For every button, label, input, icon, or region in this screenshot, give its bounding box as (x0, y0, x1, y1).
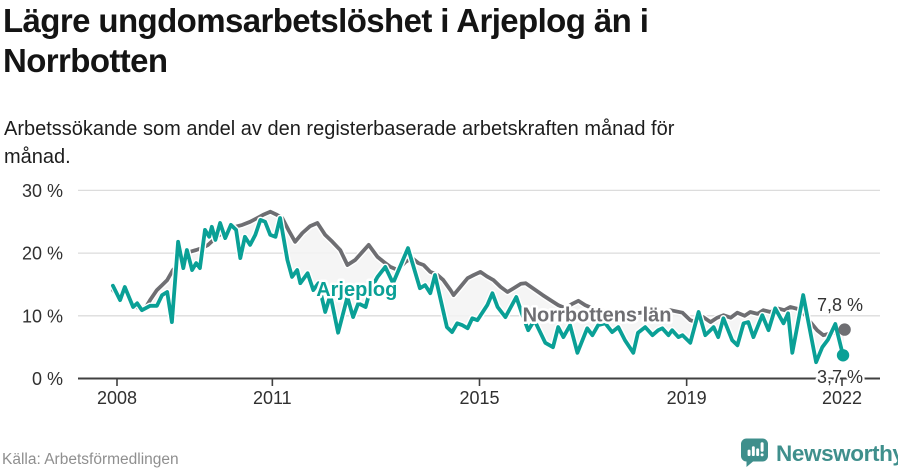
newsworthy-logo: Newsworthy (741, 438, 898, 467)
page-subtitle-line-2: månad. (4, 146, 71, 168)
unemployment-line-chart: 0 % 10 % 20 % 30 % 2008 2011 2015 2019 2022 Norrb… (22, 181, 880, 408)
newsworthy-wordmark: Newsworthy (776, 441, 898, 466)
page-subtitle: Arbetssökande som andel av den registerb… (4, 115, 674, 171)
page-subtitle-line-1: Arbetssökande som andel av den registerb… (4, 118, 675, 140)
x-tick-label-2022: 2022 (822, 388, 862, 408)
x-tick-label-2011: 2011 (253, 388, 292, 408)
arjeplog-line (111, 216, 845, 365)
source-note: Källa: Arbetsförmedlingen (2, 451, 179, 468)
page-title-line-2: Norrbotten (3, 42, 168, 79)
y-tick-label-30: 30 % (22, 181, 63, 201)
newsworthy-badge-icon (741, 438, 768, 467)
arjeplog-series-label: Arjeplog (316, 279, 397, 301)
x-tick-label-2019: 2019 (667, 388, 707, 408)
difference-band (112, 211, 845, 363)
arjeplog-end-dot (836, 349, 850, 362)
norrbotten-series-label: Norrbottens län (523, 305, 672, 327)
norrbotten-end-dot (838, 323, 851, 336)
page-title: Lägre ungdomsarbetslöshet i Arjeplog än … (3, 1, 892, 81)
x-tick-label-2008: 2008 (97, 388, 137, 408)
y-tick-label-10: 10 % (22, 306, 63, 326)
y-tick-label-20: 20 % (22, 244, 63, 264)
x-tick-label-2015: 2015 (459, 388, 499, 408)
y-tick-label-0: 0 % (32, 369, 63, 389)
arjeplog-end-value-label: 3,7 % (817, 367, 863, 387)
norrbotten-end-value-label: 7,8 % (817, 295, 863, 315)
page-title-line-1: Lägre ungdomsarbetslöshet i Arjeplog än … (3, 2, 649, 39)
